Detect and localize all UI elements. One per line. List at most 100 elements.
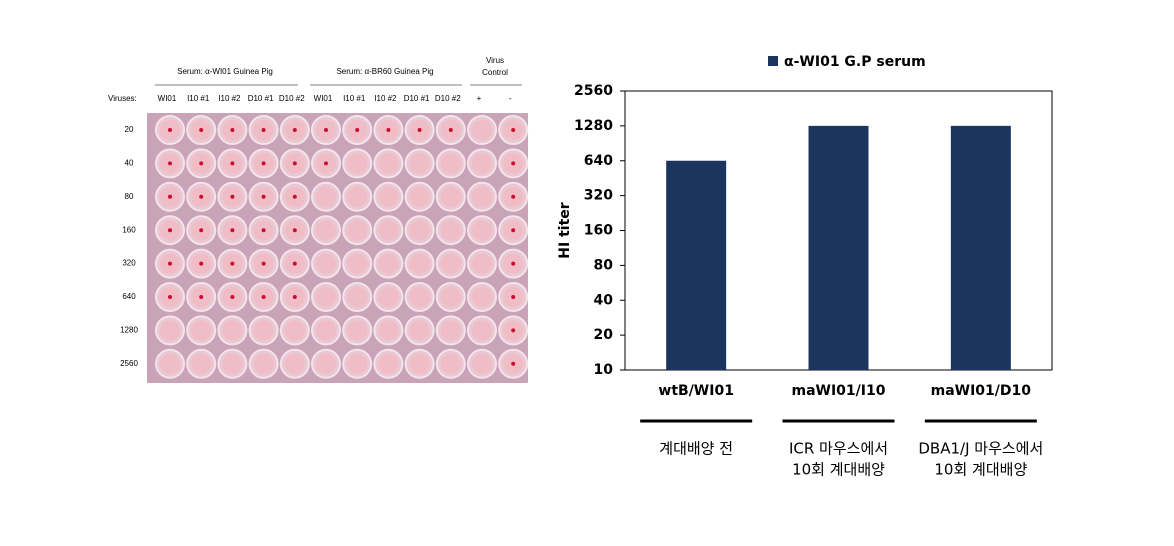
column-label: D10 #1 [404, 94, 430, 103]
group-label: Control [482, 68, 508, 77]
well-inner [347, 353, 368, 374]
button [199, 295, 204, 299]
button [292, 128, 297, 132]
button [511, 161, 516, 166]
category-note: ICR 마우스에서 [789, 440, 888, 458]
column-label: D10 #2 [435, 94, 461, 103]
row-label: 2560 [120, 359, 138, 368]
well-inner [253, 320, 274, 341]
y-tick-label: 160 [584, 223, 613, 239]
column-label: I10 #1 [343, 94, 366, 103]
well-inner [253, 353, 274, 374]
button [261, 228, 266, 233]
column-label: - [509, 94, 512, 103]
button [199, 128, 204, 132]
well-inner [378, 186, 399, 207]
well-inner [316, 186, 336, 207]
button [261, 128, 266, 132]
column-label: D10 #1 [248, 94, 274, 103]
button [230, 194, 235, 199]
group-label: Virus [486, 56, 504, 65]
button [168, 128, 172, 132]
well-inner [378, 320, 399, 341]
legend-swatch [768, 56, 778, 66]
well-inner [472, 153, 492, 174]
button [261, 161, 266, 166]
well-inner [347, 186, 368, 207]
y-tick-label: 1280 [574, 118, 613, 134]
button [230, 161, 235, 166]
well-inner [191, 320, 212, 341]
well-inner [378, 220, 399, 241]
button [292, 295, 297, 299]
button [230, 295, 235, 299]
well-inner [222, 353, 243, 374]
well-inner [440, 153, 461, 174]
button [511, 128, 516, 132]
well-inner [409, 153, 430, 174]
legend-label: α-WI01 G.P serum [784, 54, 926, 70]
well-inner [409, 253, 430, 274]
button [511, 361, 516, 366]
well-inner [160, 320, 180, 341]
column-label: WI01 [158, 94, 177, 103]
category-note: DBA1/J 마우스에서 [918, 440, 1043, 458]
well-inner [472, 287, 492, 307]
button [168, 295, 172, 299]
well-inner [316, 353, 336, 374]
well-inner [440, 320, 461, 341]
button [448, 128, 453, 132]
x-tick-label: maWI01/D10 [931, 383, 1032, 399]
button [511, 228, 516, 233]
button [261, 261, 266, 266]
well-inner [347, 153, 368, 174]
button [355, 128, 360, 132]
button [261, 295, 266, 299]
button [168, 261, 172, 266]
well-inner [440, 353, 461, 374]
well-inner [440, 287, 461, 307]
viruses-label: Viruses: [108, 94, 137, 103]
well-inner [347, 253, 368, 274]
button [199, 194, 204, 199]
column-label: + [477, 94, 482, 103]
row-label: 320 [122, 259, 136, 268]
column-label: D10 #2 [279, 94, 305, 103]
row-label: 20 [125, 125, 134, 134]
y-tick-label: 10 [594, 362, 614, 378]
well-inner [316, 220, 336, 241]
button [199, 161, 204, 166]
well-inner [347, 320, 368, 341]
button [230, 128, 235, 132]
well-inner [316, 320, 336, 341]
well-inner [472, 253, 492, 274]
button [292, 261, 297, 266]
button [324, 128, 328, 132]
row-label: 640 [122, 292, 136, 301]
bar [666, 160, 727, 370]
well-inner [409, 353, 430, 374]
button [292, 161, 297, 166]
button [168, 228, 172, 233]
well-inner [409, 320, 430, 341]
row-label: 80 [125, 192, 134, 201]
well-inner [284, 353, 305, 374]
row-label: 1280 [120, 326, 138, 335]
row-label: 40 [125, 159, 134, 168]
bar [950, 125, 1011, 370]
button [168, 194, 172, 199]
button [261, 194, 266, 199]
x-tick-label: maWI01/I10 [792, 383, 886, 399]
button [324, 161, 328, 166]
y-tick-label: 320 [584, 188, 613, 204]
column-label: I10 #2 [374, 94, 397, 103]
x-tick-label: wtB/WI01 [658, 383, 734, 399]
well-inner [347, 287, 368, 307]
y-tick-label: 80 [594, 257, 614, 273]
button [511, 261, 516, 266]
row-label: 160 [122, 225, 136, 234]
bar [808, 125, 869, 370]
button [292, 228, 297, 233]
button [168, 161, 172, 166]
y-tick-label: 2560 [574, 83, 613, 99]
